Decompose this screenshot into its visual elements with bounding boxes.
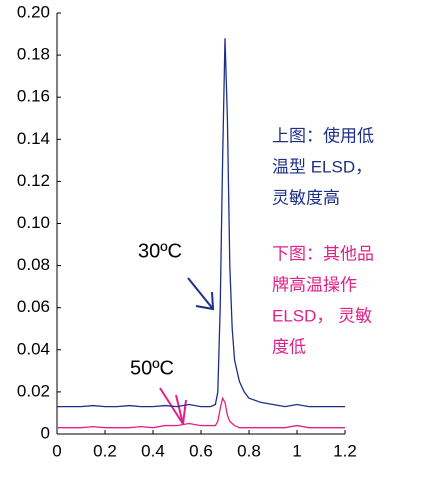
- y-tick-label: 0.18: [17, 45, 50, 64]
- arrow: [187, 277, 215, 311]
- annotation: 30ºC: [138, 240, 182, 262]
- note-line: ELSD， 灵敏: [272, 306, 372, 325]
- note-line: 牌高温操作: [272, 275, 357, 294]
- y-tick-label: 0.12: [17, 171, 50, 190]
- y-tick-label: 0.04: [17, 339, 50, 358]
- series-line: [57, 396, 345, 429]
- x-tick-label: 0: [52, 441, 61, 460]
- x-tick-label: 1.2: [333, 441, 357, 460]
- y-tick-label: 0.20: [17, 2, 50, 21]
- y-tick-label: 0.06: [17, 297, 50, 316]
- x-tick-label: 0.2: [93, 441, 117, 460]
- y-tick-label: 0: [41, 423, 50, 442]
- x-tick-label: 0.6: [189, 441, 213, 460]
- x-tick-label: 1: [292, 441, 301, 460]
- y-tick-label: 0.08: [17, 255, 50, 274]
- x-tick-label: 0.8: [237, 441, 261, 460]
- note-line: 度低: [272, 337, 306, 356]
- x-tick-label: 0.4: [141, 441, 165, 460]
- note-line: 灵敏度高: [272, 188, 340, 207]
- y-tick-label: 0.02: [17, 381, 50, 400]
- series-line: [57, 38, 345, 408]
- annotation: 50ºC: [130, 357, 174, 379]
- note-line: 上图：使用低: [272, 125, 374, 145]
- note-line: 温型 ELSD，: [272, 157, 372, 176]
- note-line: 下图：其他品: [272, 244, 374, 263]
- arrows: [159, 277, 215, 425]
- y-tick-label: 0.14: [17, 129, 50, 148]
- y-tick-label: 0.16: [17, 87, 50, 106]
- y-tick-label: 0.10: [17, 213, 50, 232]
